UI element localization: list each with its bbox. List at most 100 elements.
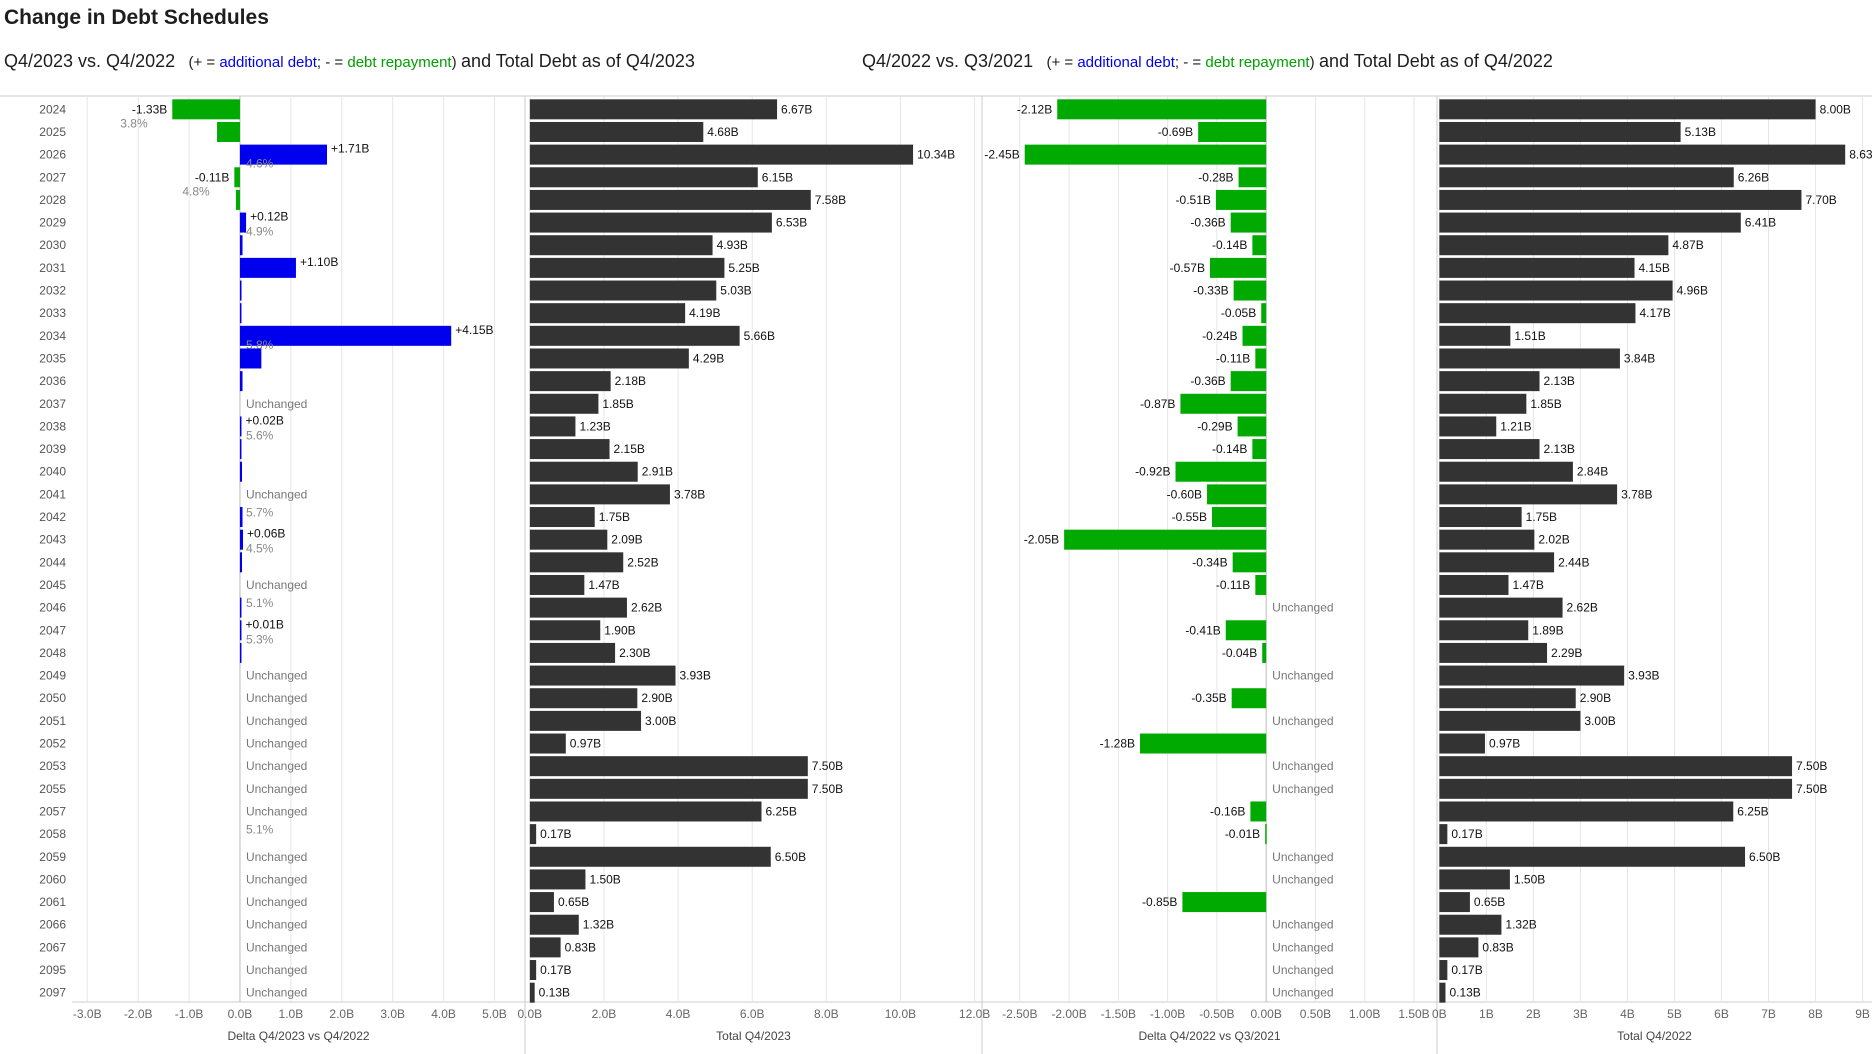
total-bar xyxy=(1439,393,1527,414)
total-bar xyxy=(529,144,914,165)
year-label-2048: 2048 xyxy=(39,646,66,660)
pct-label: 5.8% xyxy=(246,338,274,352)
year-label-2061: 2061 xyxy=(39,895,66,909)
delta-value-label: +0.02B xyxy=(245,413,283,427)
x-tick-label: 0.00B xyxy=(1250,1007,1281,1021)
increase-bar xyxy=(239,325,452,346)
delta-value-label: -0.16B xyxy=(1210,804,1245,818)
x-tick-label: -1.0B xyxy=(175,1007,204,1021)
total-value-label: 2.90B xyxy=(641,691,672,705)
x-tick-label: 1B xyxy=(1479,1007,1494,1021)
total-value-label: 1.51B xyxy=(1514,329,1545,343)
total-value-label: 4.93B xyxy=(717,238,748,252)
increase-bar xyxy=(239,597,242,618)
subtitle-left: Q4/2023 vs. Q4/2022 (+ = additional debt… xyxy=(4,51,695,72)
total-value-label: 2.91B xyxy=(642,465,673,479)
unchanged-label: Unchanged xyxy=(246,804,307,818)
delta-value-label: +1.10B xyxy=(300,255,338,269)
total-value-label: 2.29B xyxy=(1551,646,1582,660)
total-bar xyxy=(529,642,616,663)
total-bar xyxy=(529,529,608,550)
increase-bar xyxy=(239,461,243,482)
unchanged-label: Unchanged xyxy=(246,737,307,751)
total-bar xyxy=(529,235,713,256)
delta-value-label: -0.14B xyxy=(1212,442,1247,456)
total-value-label: 7.50B xyxy=(812,759,843,773)
axis-title-total_2023: Total Q4/2023 xyxy=(716,1029,791,1043)
x-tick-label: 1.50B xyxy=(1398,1007,1429,1021)
total-bar xyxy=(529,461,638,482)
year-label-2026: 2026 xyxy=(39,148,66,162)
x-tick-label: 12.0B xyxy=(959,1007,990,1021)
year-label-2044: 2044 xyxy=(39,555,66,569)
decrease-bar xyxy=(172,99,240,120)
decrease-bar xyxy=(1207,484,1267,505)
delta-value-label: -0.04B xyxy=(1222,646,1257,660)
total-bar xyxy=(529,574,585,595)
decrease-bar xyxy=(1261,303,1267,324)
total-value-label: 1.75B xyxy=(599,510,630,524)
delta-value-label: -0.33B xyxy=(1193,284,1228,298)
x-tick-label: 4.0B xyxy=(431,1007,456,1021)
subtitle-right-mid: ; - = xyxy=(1174,54,1206,71)
total-value-label: 1.23B xyxy=(579,419,610,433)
total-bar xyxy=(1439,303,1636,324)
x-tick-label: 8.0B xyxy=(814,1007,839,1021)
x-tick-label: 0.0B xyxy=(518,1007,543,1021)
unchanged-label: Unchanged xyxy=(246,397,307,411)
x-tick-label: -1.00B xyxy=(1150,1007,1185,1021)
delta-value-label: -0.36B xyxy=(1190,374,1225,388)
total-value-label: 7.58B xyxy=(815,193,846,207)
decrease-bar xyxy=(1237,416,1267,437)
increase-bar xyxy=(239,348,262,369)
unchanged-label: Unchanged xyxy=(246,782,307,796)
pct-label: 5.1% xyxy=(246,596,274,610)
total-value-label: 1.50B xyxy=(1514,872,1545,886)
total-bar xyxy=(529,869,586,890)
year-label-2041: 2041 xyxy=(39,487,66,501)
decrease-bar xyxy=(1255,348,1267,369)
x-tick-label: 6.0B xyxy=(740,1007,765,1021)
total-value-label: 2.13B xyxy=(1544,442,1575,456)
delta-value-label: -0.57B xyxy=(1170,261,1205,275)
decrease-bar xyxy=(1255,574,1267,595)
unchanged-label: Unchanged xyxy=(1272,986,1333,1000)
delta-value-label: -0.05B xyxy=(1221,306,1256,320)
total-value-label: 0.65B xyxy=(1474,895,1505,909)
total-value-label: 0.17B xyxy=(540,963,571,977)
delta-value-label: -2.45B xyxy=(984,148,1019,162)
total-value-label: 0.83B xyxy=(565,940,596,954)
year-label-2030: 2030 xyxy=(39,238,66,252)
year-label-2051: 2051 xyxy=(39,714,66,728)
delta-value-label: -0.28B xyxy=(1198,170,1233,184)
x-tick-label: 3B xyxy=(1573,1007,1588,1021)
total-bar xyxy=(1439,620,1529,641)
unchanged-label: Unchanged xyxy=(1272,601,1333,615)
increase-bar xyxy=(239,507,243,528)
total-bar xyxy=(1439,960,1448,981)
total-bar xyxy=(1439,869,1510,890)
decrease-bar xyxy=(1209,257,1267,278)
decrease-bar xyxy=(1057,99,1267,120)
increase-bar xyxy=(239,620,242,641)
year-label-2043: 2043 xyxy=(39,533,66,547)
total-value-label: 0.13B xyxy=(1449,986,1480,1000)
total-bar xyxy=(1439,892,1470,913)
subtitle-left-tail: and Total Debt as of Q4/2023 xyxy=(461,51,695,71)
delta-value-label: -0.11B xyxy=(1216,578,1250,592)
total-bar xyxy=(529,99,778,120)
total-value-label: 3.00B xyxy=(1584,714,1615,728)
total-bar xyxy=(529,778,808,799)
decrease-bar xyxy=(1225,620,1267,641)
year-label-2050: 2050 xyxy=(39,691,66,705)
pct-label: 5.3% xyxy=(246,632,274,646)
total-value-label: 7.50B xyxy=(1796,759,1827,773)
increase-bar xyxy=(239,416,242,437)
year-label-2035: 2035 xyxy=(39,351,66,365)
total-value-label: 0.17B xyxy=(1451,827,1482,841)
subtitle-left-plus: additional debt xyxy=(219,54,317,71)
year-label-2047: 2047 xyxy=(39,623,66,637)
total-value-label: 5.13B xyxy=(1685,125,1716,139)
x-tick-label: 2.0B xyxy=(592,1007,617,1021)
total-bar xyxy=(529,688,638,709)
